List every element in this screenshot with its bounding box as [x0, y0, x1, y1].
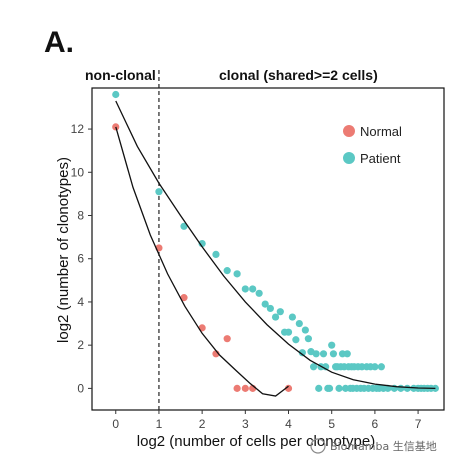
y-tick-label: 10	[71, 165, 85, 179]
patient-point	[180, 222, 188, 230]
patient-point	[325, 384, 334, 392]
patient-point	[328, 341, 336, 349]
normal-point	[233, 384, 241, 392]
y-axis-title: log2 (number of clonotypes)	[55, 157, 72, 343]
x-tick-label: 7	[415, 417, 422, 431]
x-tick-label: 2	[199, 417, 206, 431]
x-tick-label: 0	[112, 417, 119, 431]
patient-point	[403, 384, 411, 392]
y-tick-label: 0	[77, 381, 84, 395]
x-tick-label: 3	[242, 417, 249, 431]
patient-point	[377, 363, 385, 371]
region-labels: non-clonal clonal (shared>=2 cells)	[85, 67, 378, 83]
patient-point	[288, 313, 297, 321]
x-tick-label: 6	[372, 417, 379, 431]
y-tick-label: 12	[71, 122, 85, 136]
legend: Normal Patient	[343, 124, 402, 166]
normal-fit-curve	[115, 126, 289, 397]
patient-point	[266, 304, 274, 313]
patient-point	[397, 384, 405, 392]
patient-point	[276, 308, 284, 316]
patient-point	[301, 326, 309, 334]
patient-point	[155, 188, 163, 196]
patient-point	[112, 90, 120, 99]
watermark-text: Biomamba 生信基地	[330, 439, 437, 453]
legend-label-normal: Normal	[360, 124, 402, 139]
normal-point	[241, 384, 249, 392]
patient-point	[371, 363, 379, 371]
normal-point	[180, 294, 188, 302]
patient-point	[309, 363, 318, 371]
patient-point	[384, 384, 392, 392]
legend-label-patient: Patient	[360, 151, 401, 166]
watermark: Biomamba 生信基地	[310, 438, 437, 454]
clonal-label: clonal (shared>=2 cells)	[219, 67, 378, 83]
legend-marker-patient	[343, 152, 355, 164]
panel-label: A.	[44, 26, 74, 59]
normal-point	[112, 123, 120, 131]
patient-fit-curve	[115, 100, 436, 390]
patient-point	[261, 300, 269, 308]
patient-point	[241, 285, 249, 293]
y-tick-label: 6	[77, 252, 84, 266]
normal-point	[223, 335, 231, 343]
wechat-icon	[310, 438, 326, 454]
patient-point	[271, 313, 280, 321]
y-tick-label: 8	[77, 209, 84, 223]
x-tick-label: 4	[285, 417, 292, 431]
x-axis-title: log2 (number of cells per clonotype)	[137, 433, 375, 450]
x-axis: 0 1 2 3 4 5 6 7	[112, 410, 422, 431]
fit-curves	[115, 100, 436, 397]
patient-point	[212, 250, 220, 259]
legend-marker-normal	[343, 125, 355, 137]
x-tick-label: 5	[328, 417, 335, 431]
patient-point	[255, 289, 263, 297]
patient-point	[315, 384, 323, 392]
patient-point	[343, 350, 351, 358]
patient-point	[223, 267, 231, 275]
plot-frame	[91, 87, 445, 411]
x-tick-label: 1	[156, 417, 163, 431]
y-tick-label: 2	[77, 338, 84, 352]
patient-point	[312, 350, 320, 358]
patient-point	[292, 336, 300, 344]
patient-point	[304, 335, 312, 343]
patient-point	[335, 384, 343, 392]
patient-point	[295, 319, 303, 328]
patient-point	[233, 270, 241, 278]
y-tick-label: 4	[77, 295, 84, 309]
y-axis: 0 2 4 6 8 10 12	[71, 122, 92, 395]
non-clonal-label: non-clonal	[85, 67, 156, 83]
patient-point	[284, 328, 293, 336]
patient-point	[198, 239, 206, 248]
patient-point	[329, 350, 338, 358]
patient-point	[249, 285, 257, 293]
patient-point	[298, 349, 306, 357]
normal-point	[284, 384, 293, 392]
patient-point	[319, 350, 328, 358]
